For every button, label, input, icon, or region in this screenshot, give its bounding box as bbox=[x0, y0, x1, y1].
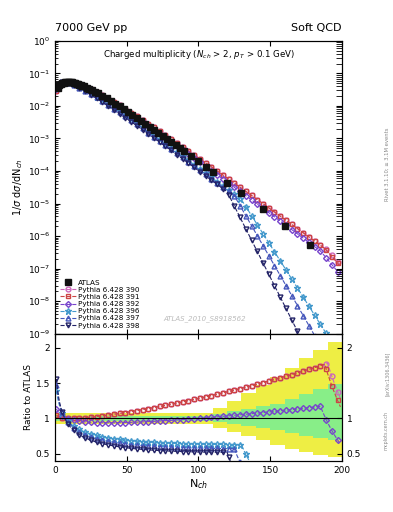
Pythia 6.428 396 bbox=[183, 155, 188, 161]
Pythia 6.428 392 bbox=[301, 235, 305, 241]
Pythia 6.428 392 bbox=[329, 262, 334, 268]
Y-axis label: Ratio to ATLAS: Ratio to ATLAS bbox=[24, 364, 33, 430]
Pythia 6.428 397 bbox=[329, 362, 334, 369]
Pythia 6.428 392 bbox=[318, 248, 323, 254]
Pythia 6.428 390 bbox=[66, 79, 70, 85]
Pythia 6.428 392 bbox=[64, 79, 69, 85]
Pythia 6.428 396 bbox=[338, 353, 343, 359]
Pythia 6.428 397 bbox=[157, 138, 162, 144]
Pythia 6.428 397 bbox=[183, 157, 188, 163]
Text: Charged multiplicity ($N_{ch}$ > 2, $p_T$ > 0.1 GeV): Charged multiplicity ($N_{ch}$ > 2, $p_T… bbox=[103, 48, 294, 61]
Text: mcplots.cern.ch: mcplots.cern.ch bbox=[384, 411, 388, 450]
Pythia 6.428 396 bbox=[301, 294, 305, 300]
ATLAS bbox=[308, 242, 313, 248]
Pythia 6.428 392 bbox=[200, 161, 205, 167]
X-axis label: N$_{ch}$: N$_{ch}$ bbox=[189, 477, 208, 491]
ATLAS bbox=[130, 112, 135, 118]
Pythia 6.428 391 bbox=[301, 230, 305, 236]
Text: Rivet 3.1.10; ≥ 3.1M events: Rivet 3.1.10; ≥ 3.1M events bbox=[385, 127, 389, 201]
Pythia 6.428 391 bbox=[329, 253, 334, 260]
Pythia 6.428 398 bbox=[301, 339, 305, 346]
Pythia 6.428 390 bbox=[200, 158, 205, 164]
Pythia 6.428 392 bbox=[183, 149, 188, 155]
Pythia 6.428 398 bbox=[329, 396, 334, 402]
ATLAS bbox=[77, 81, 82, 88]
Pythia 6.428 397 bbox=[200, 169, 205, 175]
Line: Pythia 6.428 398: Pythia 6.428 398 bbox=[54, 79, 343, 401]
Legend: ATLAS, Pythia 6.428 390, Pythia 6.428 391, Pythia 6.428 392, Pythia 6.428 396, P: ATLAS, Pythia 6.428 390, Pythia 6.428 39… bbox=[59, 278, 141, 330]
Pythia 6.428 398 bbox=[318, 374, 323, 380]
ATLAS bbox=[134, 115, 139, 121]
Pythia 6.428 396 bbox=[54, 83, 59, 90]
Pythia 6.428 396 bbox=[318, 321, 323, 327]
Pythia 6.428 390 bbox=[157, 128, 162, 134]
Pythia 6.428 398 bbox=[54, 82, 59, 88]
Pythia 6.428 392 bbox=[157, 131, 162, 137]
Pythia 6.428 391 bbox=[338, 263, 343, 269]
Pythia 6.428 390 bbox=[183, 146, 188, 152]
Pythia 6.428 398 bbox=[60, 79, 64, 85]
ATLAS bbox=[66, 79, 70, 85]
ATLAS bbox=[173, 142, 178, 148]
Pythia 6.428 398 bbox=[338, 396, 343, 402]
Pythia 6.428 390 bbox=[329, 252, 334, 259]
Pythia 6.428 391 bbox=[157, 128, 162, 134]
ATLAS bbox=[211, 169, 215, 175]
Pythia 6.428 391 bbox=[54, 88, 59, 94]
Pythia 6.428 397 bbox=[318, 343, 323, 349]
Pythia 6.428 396 bbox=[329, 339, 334, 346]
Pythia 6.428 390 bbox=[338, 262, 343, 268]
Pythia 6.428 390 bbox=[54, 88, 59, 94]
Pythia 6.428 398 bbox=[157, 139, 162, 145]
Pythia 6.428 396 bbox=[157, 136, 162, 142]
Pythia 6.428 392 bbox=[338, 272, 343, 278]
Pythia 6.428 391 bbox=[200, 158, 205, 164]
Pythia 6.428 396 bbox=[200, 168, 205, 174]
Pythia 6.428 391 bbox=[66, 79, 70, 85]
Pythia 6.428 390 bbox=[301, 230, 305, 236]
Pythia 6.428 397 bbox=[338, 377, 343, 383]
Pythia 6.428 397 bbox=[54, 82, 59, 89]
Line: Pythia 6.428 396: Pythia 6.428 396 bbox=[53, 78, 344, 359]
Line: Pythia 6.428 391: Pythia 6.428 391 bbox=[54, 79, 343, 269]
Pythia 6.428 397 bbox=[61, 79, 66, 85]
Line: Pythia 6.428 397: Pythia 6.428 397 bbox=[54, 79, 343, 383]
Line: Pythia 6.428 392: Pythia 6.428 392 bbox=[54, 80, 343, 277]
ATLAS bbox=[55, 84, 60, 91]
ATLAS bbox=[143, 120, 148, 126]
Pythia 6.428 391 bbox=[318, 242, 323, 248]
Pythia 6.428 391 bbox=[183, 146, 188, 152]
Pythia 6.428 396 bbox=[61, 79, 66, 85]
Text: 7000 GeV pp: 7000 GeV pp bbox=[55, 23, 127, 33]
Pythia 6.428 390 bbox=[318, 242, 323, 248]
Pythia 6.428 398 bbox=[200, 170, 205, 177]
Line: ATLAS: ATLAS bbox=[55, 79, 313, 248]
Pythia 6.428 397 bbox=[301, 312, 305, 318]
Text: Soft QCD: Soft QCD bbox=[292, 23, 342, 33]
Pythia 6.428 392 bbox=[54, 87, 59, 93]
Text: [arXiv:1306.3436]: [arXiv:1306.3436] bbox=[385, 352, 389, 396]
Text: ATLAS_2010_S8918562: ATLAS_2010_S8918562 bbox=[163, 315, 246, 322]
Line: Pythia 6.428 390: Pythia 6.428 390 bbox=[54, 79, 343, 267]
Y-axis label: 1/$\sigma$ d$\sigma$/dN$_{ch}$: 1/$\sigma$ d$\sigma$/dN$_{ch}$ bbox=[11, 159, 25, 216]
Pythia 6.428 398 bbox=[331, 396, 336, 402]
Pythia 6.428 398 bbox=[183, 158, 188, 164]
